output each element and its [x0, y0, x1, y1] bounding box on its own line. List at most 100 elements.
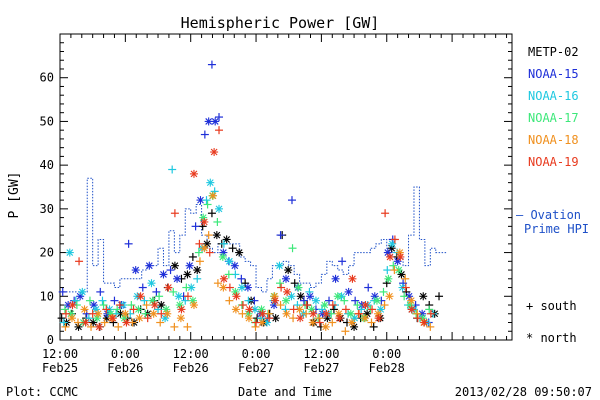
plus-marker: [390, 266, 399, 275]
star-marker: [419, 292, 428, 301]
plus-marker: [390, 235, 399, 244]
star-marker: [308, 318, 317, 327]
plus-marker: [100, 318, 109, 327]
star-marker: [204, 117, 213, 126]
legend-entry: METP-02: [528, 45, 579, 59]
star-marker: [94, 309, 103, 318]
star-marker: [284, 266, 293, 275]
star-marker: [189, 169, 198, 178]
star-marker: [287, 292, 296, 301]
plus-marker: [168, 165, 177, 174]
plus-marker: [207, 60, 216, 69]
star-marker: [149, 309, 158, 318]
star-marker: [174, 292, 183, 301]
star-marker: [376, 305, 385, 314]
plus-marker: [183, 292, 192, 301]
plus-marker: [157, 309, 166, 318]
plus-marker: [244, 296, 253, 305]
x-tick-label-time: 12:00: [173, 347, 209, 361]
plus-marker: [328, 318, 337, 327]
star-marker: [271, 314, 280, 323]
plus-marker: [200, 130, 209, 139]
plus-marker: [204, 231, 213, 240]
plus-marker: [341, 305, 350, 314]
star-marker: [219, 274, 228, 283]
plus-marker: [276, 231, 285, 240]
x-tick-label-date: Feb27: [303, 361, 339, 375]
plus-marker: [138, 283, 147, 292]
plus-marker: [191, 222, 200, 231]
legend-entry: NOAA-17: [528, 111, 579, 125]
legend-north: * north: [526, 331, 577, 345]
plus-marker: [98, 296, 107, 305]
plus-marker: [289, 305, 298, 314]
star-marker: [282, 309, 291, 318]
plus-marker: [340, 296, 349, 305]
plus-marker: [302, 309, 311, 318]
star-marker: [271, 296, 280, 305]
star-marker: [258, 309, 267, 318]
star-marker: [78, 287, 87, 296]
plus-marker: [238, 301, 247, 310]
plus-marker: [383, 266, 392, 275]
plus-marker: [57, 314, 66, 323]
plus-marker: [166, 266, 175, 275]
y-tick-label: 40: [40, 158, 54, 172]
y-tick-label: 50: [40, 114, 54, 128]
plus-marker: [426, 322, 435, 331]
star-marker: [183, 270, 192, 279]
plus-marker: [302, 301, 311, 310]
plus-marker: [143, 314, 152, 323]
plus-marker: [425, 305, 434, 314]
plus-marker: [237, 274, 246, 283]
plus-marker: [289, 314, 298, 323]
star-marker: [331, 274, 340, 283]
plus-marker: [317, 305, 326, 314]
star-marker: [296, 292, 305, 301]
legend: METP-02 NOAA-15 NOAA-16 NOAA-17 NOAA-18 NOAA-…: [516, 45, 589, 345]
y-tick-label: 30: [40, 202, 54, 216]
plus-marker: [435, 292, 444, 301]
star-marker: [135, 314, 144, 323]
star-marker: [384, 274, 393, 283]
plus-marker: [329, 305, 338, 314]
plus-marker: [228, 244, 237, 253]
plus-marker: [368, 305, 377, 314]
star-marker: [407, 296, 416, 305]
y-tick-label: 0: [47, 333, 54, 347]
plus-marker: [315, 318, 324, 327]
star-marker: [385, 292, 394, 301]
plus-marker: [58, 287, 67, 296]
plus-marker: [252, 318, 261, 327]
star-marker: [80, 305, 89, 314]
plus-marker: [96, 287, 105, 296]
plus-marker: [276, 279, 285, 288]
star-marker: [333, 292, 342, 301]
plus-marker: [213, 279, 222, 288]
plus-marker: [195, 257, 204, 266]
star-marker: [218, 252, 227, 261]
star-marker: [121, 309, 130, 318]
plus-marker: [61, 309, 70, 318]
star-marker: [245, 305, 254, 314]
plus-marker: [328, 301, 337, 310]
plus-marker: [127, 301, 136, 310]
plus-marker: [84, 314, 93, 323]
star-marker: [210, 148, 219, 157]
plus-marker: [369, 322, 378, 331]
legend-ovation-line2: Prime HPI: [524, 222, 589, 236]
plus-marker: [203, 200, 212, 209]
star-marker: [95, 322, 104, 331]
plus-marker: [205, 248, 214, 257]
plus-marker: [288, 244, 297, 253]
plus-marker: [75, 257, 84, 266]
plus-marker: [277, 283, 286, 292]
star-marker: [193, 266, 202, 275]
x-tick-label-date: Feb27: [238, 361, 274, 375]
plot-frame: [59, 33, 513, 341]
plus-marker: [401, 283, 410, 292]
plus-marker: [195, 239, 204, 248]
plot-axes: [59, 33, 513, 341]
plus-marker: [181, 296, 190, 305]
